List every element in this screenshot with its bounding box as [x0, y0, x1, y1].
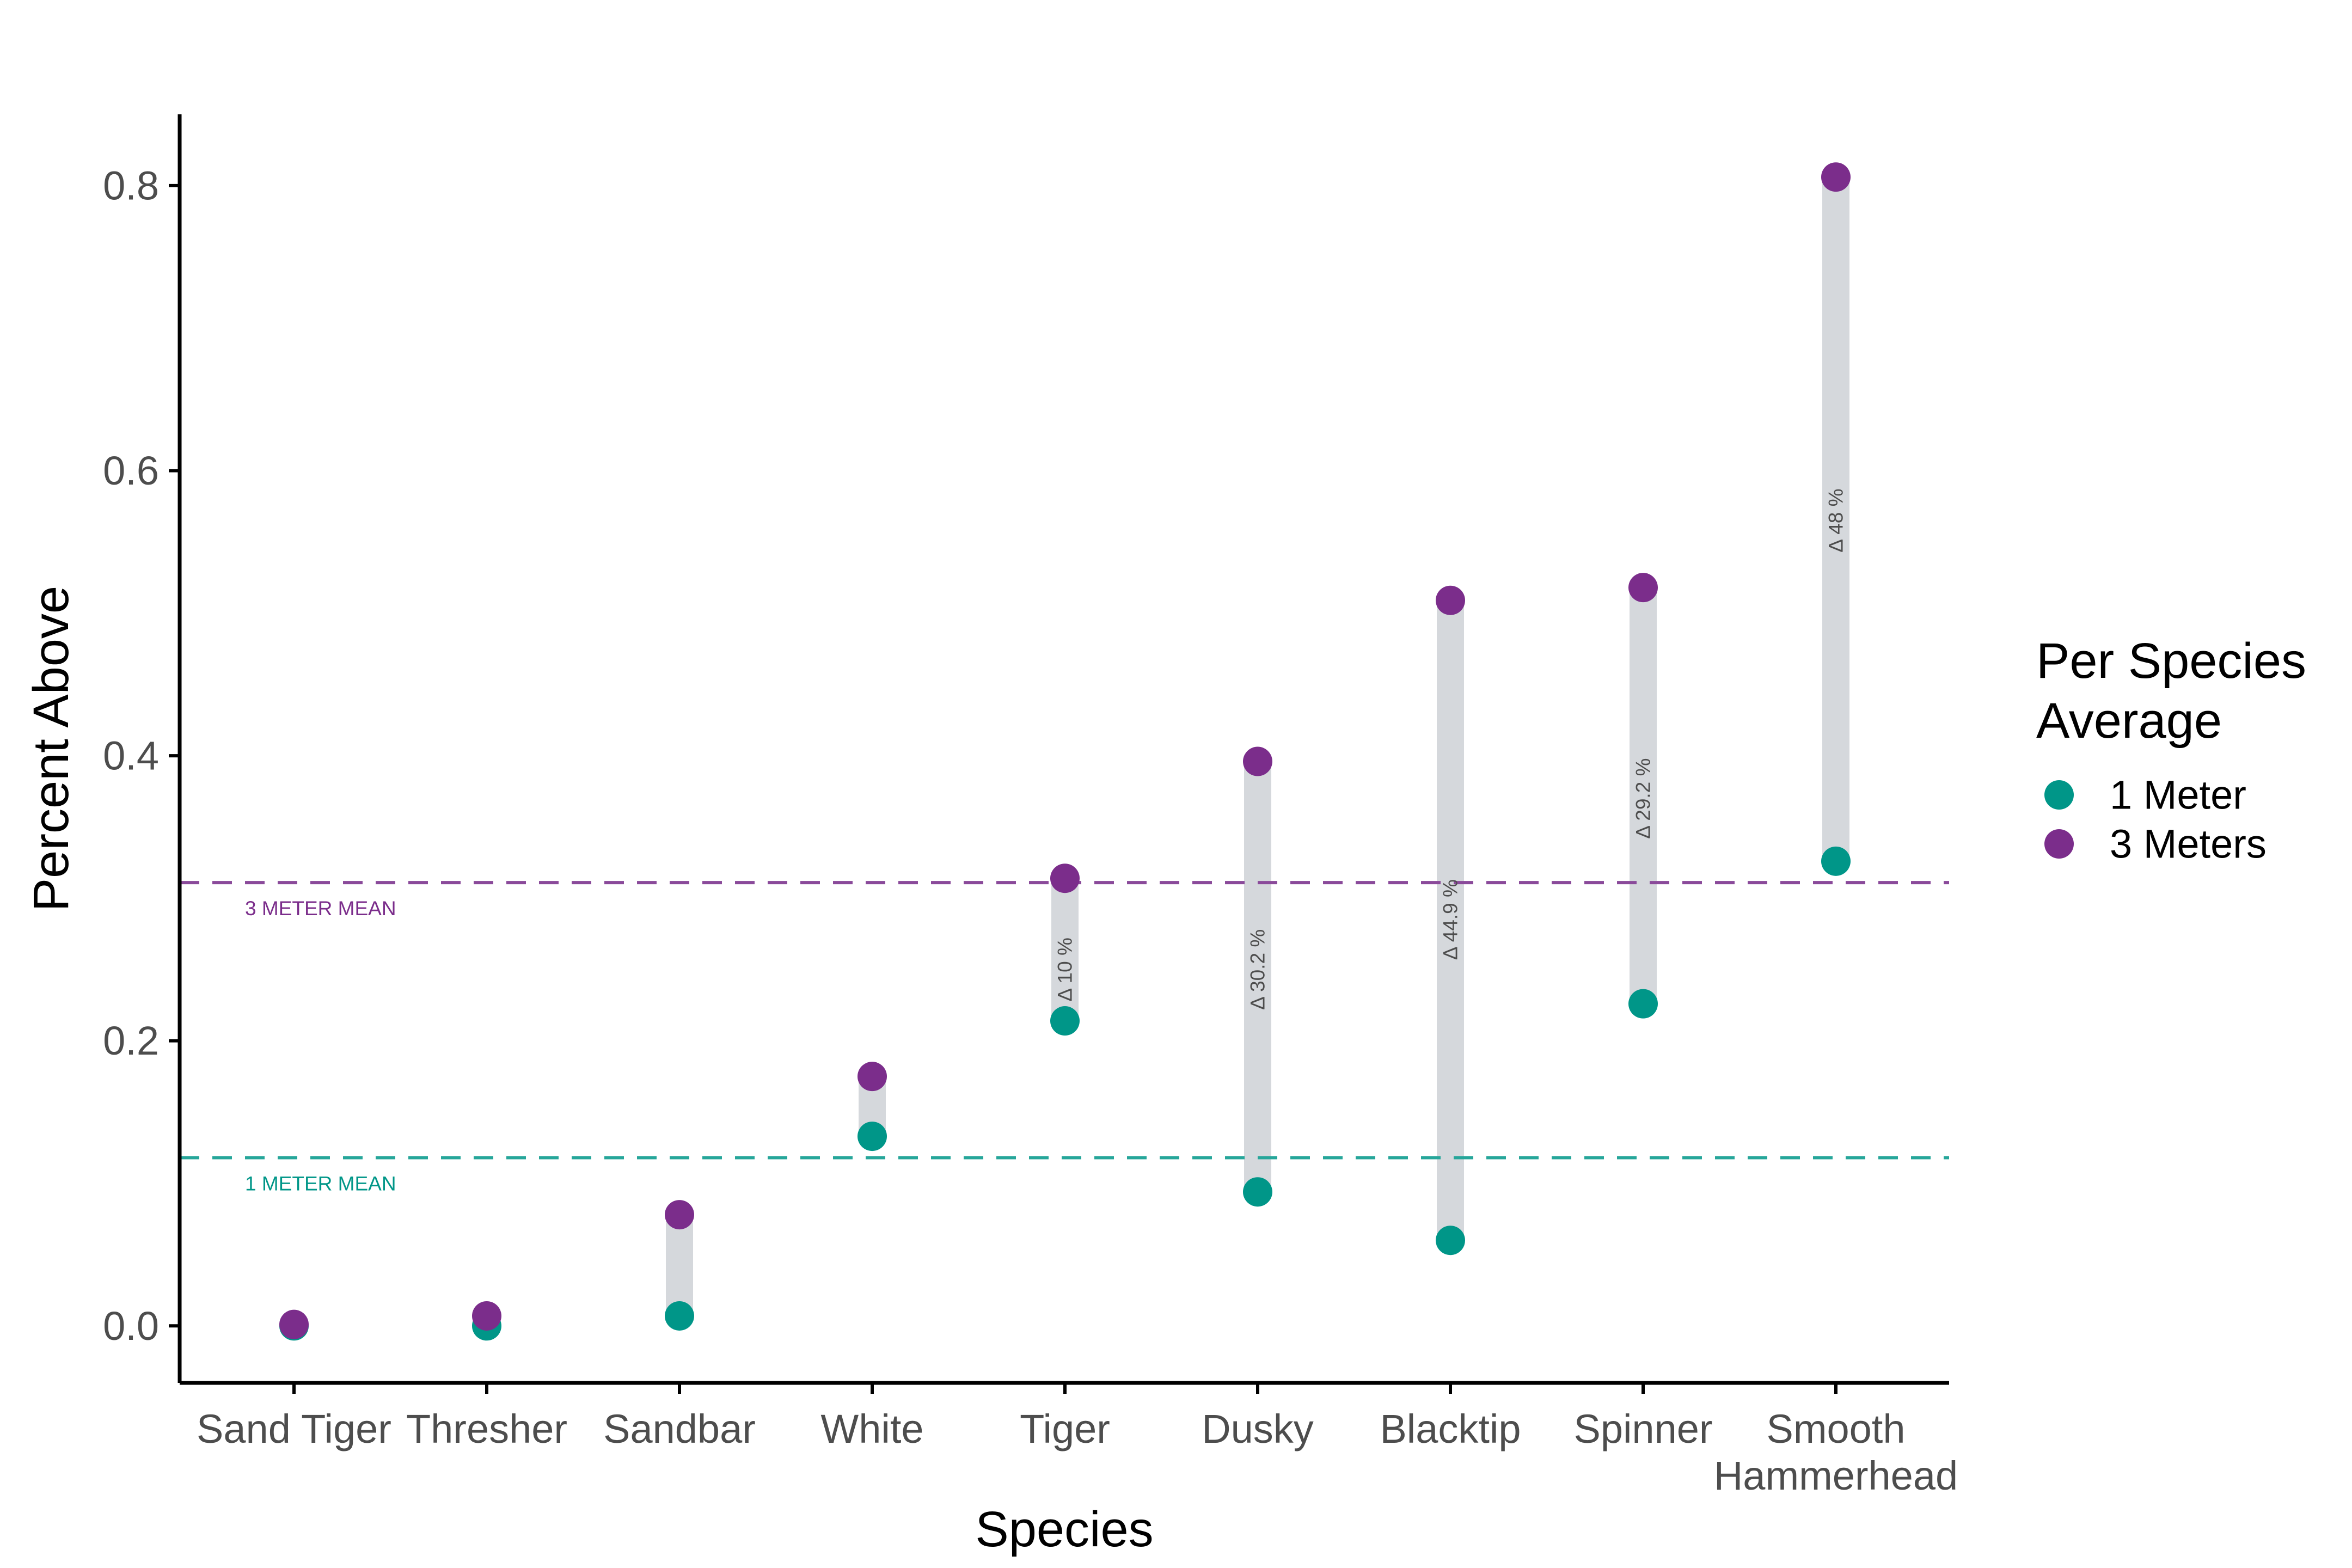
- point-1-meter: [857, 1122, 887, 1152]
- x-tick-label-line: Sand Tiger: [197, 1406, 391, 1451]
- x-tick-label: White: [820, 1406, 923, 1451]
- x-tick-label: Smooth Hammerhead: [1714, 1406, 1958, 1498]
- x-tick-label-line: Tiger: [1020, 1406, 1110, 1451]
- legend-label: 3 Meters: [2110, 822, 2267, 867]
- x-tick-label-line: Dusky: [1202, 1406, 1314, 1451]
- x-tick-label-line: Thresher: [406, 1406, 567, 1451]
- legend-title: Per Species Average: [2036, 633, 2306, 749]
- delta-label: Δ 30.2 %: [1247, 929, 1269, 1010]
- x-tick-label-line: Sandbar: [603, 1406, 756, 1451]
- legend-title-line: Per Species: [2036, 633, 2306, 689]
- delta-label: Δ 44.9 %: [1440, 879, 1462, 960]
- x-tick-label: Blacktip: [1380, 1406, 1521, 1451]
- x-tick-label-line: Spinner: [1573, 1406, 1712, 1451]
- y-tick-label: 0.8: [103, 163, 159, 208]
- legend-title-line: Average: [2036, 693, 2222, 749]
- x-tick-label-line: Blacktip: [1380, 1406, 1521, 1451]
- point-3-meters: [857, 1062, 887, 1092]
- point-3-meters: [472, 1301, 501, 1331]
- point-1-meter: [1436, 1226, 1465, 1255]
- x-tick-label: Thresher: [406, 1406, 567, 1451]
- x-tick-label: Tiger: [1020, 1406, 1110, 1451]
- x-tick-label-line: Smooth: [1766, 1406, 1905, 1451]
- x-axis-title: Species: [975, 1502, 1153, 1557]
- legend-swatch: [2044, 780, 2074, 810]
- point-3-meters: [1821, 162, 1851, 192]
- point-1-meter: [1050, 1006, 1080, 1036]
- point-3-meters: [1628, 573, 1658, 603]
- delta-label: Δ 10 %: [1054, 938, 1076, 1001]
- point-1-meter: [665, 1301, 694, 1331]
- point-1-meter: [1628, 989, 1658, 1019]
- point-1-meter: [1821, 846, 1851, 876]
- legend-swatch: [2044, 829, 2074, 859]
- point-3-meters: [1243, 746, 1272, 776]
- y-tick-label: 0.4: [103, 733, 159, 779]
- y-tick-label: 0.0: [103, 1303, 159, 1349]
- x-tick-label: Spinner: [1573, 1406, 1712, 1451]
- y-tick-label: 0.2: [103, 1018, 159, 1063]
- x-tick-label: Sandbar: [603, 1406, 756, 1451]
- point-3-meters: [665, 1200, 694, 1230]
- point-3-meters: [279, 1309, 309, 1339]
- y-tick-label: 0.6: [103, 448, 159, 493]
- legend-label: 1 Meter: [2110, 773, 2246, 818]
- x-tick-label: Dusky: [1202, 1406, 1314, 1451]
- delta-label: Δ 48 %: [1825, 488, 1847, 552]
- point-3-meters: [1050, 863, 1080, 893]
- mean-label: 3 METER MEAN: [245, 897, 396, 920]
- point-3-meters: [1436, 585, 1465, 615]
- mean-label: 1 METER MEAN: [245, 1172, 396, 1195]
- point-1-meter: [1243, 1177, 1272, 1207]
- x-tick-label: Sand Tiger: [197, 1406, 391, 1451]
- y-axis-title: Percent Above: [23, 586, 79, 911]
- delta-label: Δ 29.2 %: [1632, 758, 1655, 839]
- x-tick-label-line: White: [820, 1406, 923, 1451]
- x-tick-label-line: Hammerhead: [1714, 1453, 1958, 1498]
